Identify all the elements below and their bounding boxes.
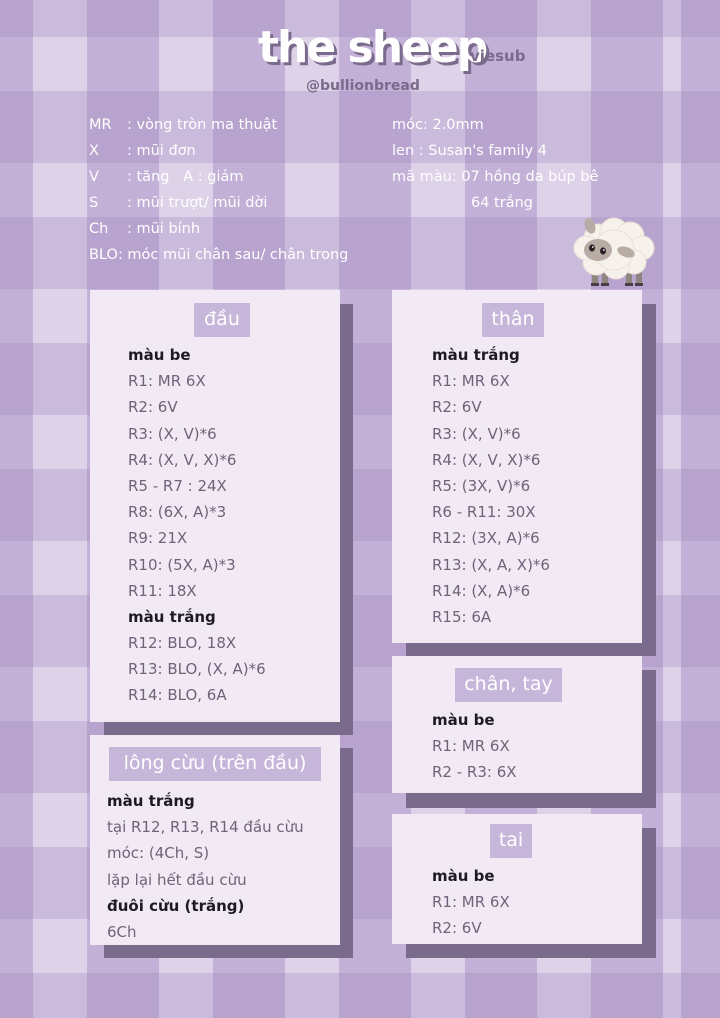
material-label: len	[392, 143, 415, 159]
pattern-row: R15: 6A	[432, 607, 492, 626]
pattern-row: R9: 21X	[128, 529, 188, 548]
material-label: móc	[392, 117, 423, 133]
legend-text: : mũi trượt/ mũi dời	[127, 195, 268, 211]
pattern-lines: màu trắng R1: MR 6X R2: 6V R3: (X, V)*6 …	[432, 342, 550, 630]
card-title: tai	[490, 824, 532, 858]
pattern-row: R14: (X, A)*6	[432, 581, 531, 600]
pattern-row: 6Ch	[107, 922, 137, 941]
color-heading: màu trắng	[432, 346, 520, 364]
material-value: : 2.0mm	[422, 117, 484, 133]
legend-item: MR : vòng tròn ma thuật	[89, 112, 277, 138]
pattern-row: R4: (X, V, X)*6	[432, 450, 541, 469]
legend-item: S : mũi trượt/ mũi dời	[89, 190, 267, 216]
pattern-row: R2 - R3: 6X	[432, 763, 517, 782]
pattern-row: R2: 6V	[432, 398, 482, 417]
card-head: đầu màu be R1: MR 6X R2: 6V R3: (X, V)*6…	[90, 290, 340, 722]
card-title: lông cừu (trên đầu)	[109, 747, 321, 781]
pattern-lines: màu trắng tại R12, R13, R14 đầu cừu móc:…	[107, 788, 304, 945]
pattern-row: R13: BLO, (X, A)*6	[128, 660, 266, 679]
pattern-row: R6 - R11: 30X	[432, 503, 536, 522]
pattern-row: R12: (3X, A)*6	[432, 529, 540, 548]
material-item: móc: 2.0mm	[392, 112, 484, 138]
color-heading: màu be	[432, 711, 495, 729]
pattern-lines: màu be R1: MR 6X R2 - R3: 6X	[432, 707, 517, 786]
color-heading: màu trắng	[107, 792, 195, 810]
pattern-row: R13: (X, A, X)*6	[432, 555, 550, 574]
sheep-icon	[573, 217, 655, 286]
legend-abbr: S	[89, 195, 99, 211]
card-title: chân, tay	[455, 668, 562, 702]
card-title: đầu	[194, 303, 250, 337]
legend-abbr: MR	[89, 117, 112, 133]
pattern-row: R11: 18X	[128, 581, 197, 600]
pattern-row: tại R12, R13, R14 đầu cừu	[107, 818, 304, 837]
card-body: thân màu trắng R1: MR 6X R2: 6V R3: (X, …	[392, 290, 642, 643]
pattern-row: R14: BLO, 6A	[128, 686, 227, 705]
pattern-row: R8: (6X, A)*3	[128, 503, 227, 522]
material-item: len : Susan's family 4	[392, 138, 547, 164]
legend-abbr: V	[89, 169, 99, 185]
legend-text: : mũi đơn	[127, 143, 196, 159]
legend-text: : mũi bính	[127, 221, 201, 237]
pattern-row: R4: (X, V, X)*6	[128, 450, 237, 469]
pattern-row: R1: MR 6X	[432, 893, 510, 912]
pattern-lines: màu be R1: MR 6X R2: 6V	[432, 863, 510, 942]
pattern-row: R1: MR 6X	[432, 737, 510, 756]
header: the sheep	[258, 22, 488, 82]
material-label: mã màu	[392, 169, 452, 185]
card-title: thân	[482, 303, 544, 337]
pattern-row: R10: (5X, A)*3	[128, 555, 236, 574]
material-item: 64 trắng	[471, 190, 533, 216]
viesub-tag: viesub	[470, 47, 526, 65]
legend-abbr: BLO	[89, 247, 118, 263]
pattern-row: R5: (3X, V)*6	[432, 476, 531, 495]
pattern-row: R3: (X, V)*6	[432, 424, 521, 443]
card-limbs: chân, tay màu be R1: MR 6X R2 - R3: 6X	[392, 656, 642, 793]
material-value: : Susan's family 4	[414, 143, 548, 159]
legend-item: BLO: móc mũi chân sau/ chân trong	[89, 242, 348, 268]
color-heading: đuôi cừu (trắng)	[107, 896, 245, 915]
legend-item: X : mũi đơn	[89, 138, 196, 164]
legend-text: : móc mũi chân sau/ chân trong	[117, 247, 349, 263]
pattern-lines: màu be R1: MR 6X R2: 6V R3: (X, V)*6 R4:…	[128, 342, 266, 709]
card-wool: lông cừu (trên đầu) màu trắng tại R12, R…	[90, 735, 340, 945]
author-handle: @bullionbread	[306, 78, 420, 94]
color-heading: màu be	[128, 346, 191, 364]
material-value: 64 trắng	[471, 195, 533, 211]
pattern-row: R2: 6V	[128, 398, 178, 417]
legend-abbr: X	[89, 143, 99, 159]
legend-item: Ch : mũi bính	[89, 216, 200, 242]
pattern-row: R5 - R7 : 24X	[128, 476, 227, 495]
material-item: mã màu: 07 hồng da búp bê	[392, 164, 598, 190]
pattern-row: R12: BLO, 18X	[128, 634, 237, 653]
pattern-row: R2: 6V	[432, 919, 482, 938]
pattern-row: R1: MR 6X	[432, 372, 510, 391]
pattern-row: R1: MR 6X	[128, 372, 206, 391]
pattern-row: lặp lại hết đầu cừu	[107, 870, 247, 889]
card-ears: tai màu be R1: MR 6X R2: 6V	[392, 814, 642, 944]
color-heading: màu be	[432, 867, 495, 885]
legend-text: : tăng A : giảm	[127, 169, 244, 185]
pattern-row: R3: (X, V)*6	[128, 424, 217, 443]
material-value: : 07 hồng da búp bê	[451, 169, 599, 185]
page-title: the sheep	[258, 22, 488, 73]
pattern-row: móc: (4Ch, S)	[107, 844, 210, 863]
legend-abbr: Ch	[89, 221, 109, 237]
legend-text: : vòng tròn ma thuật	[127, 117, 278, 133]
color-heading: màu trắng	[128, 607, 216, 626]
legend-item: V : tăng A : giảm	[89, 164, 244, 190]
